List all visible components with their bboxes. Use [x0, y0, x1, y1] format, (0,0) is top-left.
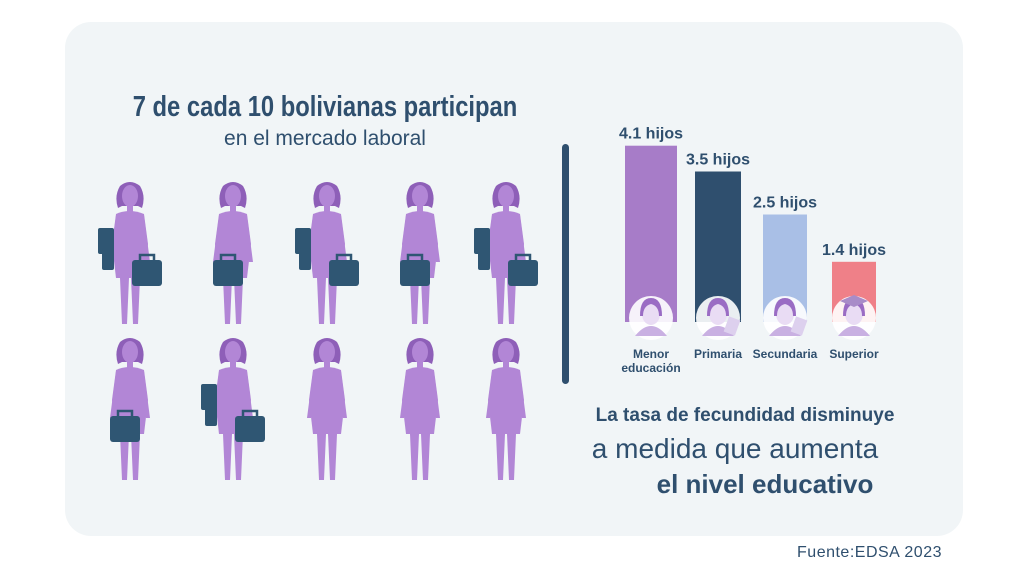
title: 7 de cada 10 bolivianas participan — [132, 91, 518, 123]
woman-figure-icon — [287, 336, 367, 486]
woman-figure-icon — [287, 180, 367, 330]
briefcase-icon — [235, 409, 265, 442]
category-label: Superior — [829, 347, 879, 361]
briefcase-icon — [400, 253, 430, 286]
woman-figure-icon — [193, 336, 273, 486]
category-label: Primaria — [694, 347, 742, 361]
woman-diploma-icon — [763, 296, 808, 340]
data-label: 3.5 hijos — [686, 152, 750, 169]
shoulder-bag-icon — [295, 228, 311, 270]
woman-figure-icon — [380, 336, 460, 486]
woman-figure-icon — [193, 180, 273, 330]
woman-book-icon — [696, 296, 741, 340]
briefcase-icon — [329, 253, 359, 286]
woman-figure-icon — [90, 180, 170, 330]
data-label: 1.4 hijos — [822, 242, 886, 259]
briefcase-icon — [110, 409, 140, 442]
statement-line-3: el nivel educativo — [656, 469, 874, 499]
briefcase-icon — [132, 253, 162, 286]
woman-figure-icon — [380, 180, 460, 330]
subtitle: en el mercado laboral — [224, 127, 426, 150]
graduate-icon — [832, 295, 876, 340]
shoulder-bag-icon — [201, 384, 217, 426]
woman-icon — [629, 296, 673, 340]
statement-line-2: a medida que aumenta — [591, 433, 879, 464]
category-label: educación — [621, 361, 680, 375]
shoulder-bag-icon — [98, 228, 114, 270]
woman-figure-icon — [466, 336, 546, 486]
divider — [562, 144, 569, 384]
briefcase-icon — [508, 253, 538, 286]
source: Fuente:EDSA 2023 — [797, 544, 942, 561]
woman-figure-icon — [466, 180, 546, 330]
shoulder-bag-icon — [474, 228, 490, 270]
category-label: Menor — [633, 347, 669, 361]
data-label: 4.1 hijos — [619, 126, 683, 143]
woman-figure-icon — [90, 336, 170, 486]
briefcase-icon — [213, 253, 243, 286]
statement-line-1: La tasa de fecundidad disminuye — [595, 405, 895, 426]
bar — [625, 145, 677, 322]
category-label: Secundaria — [753, 347, 818, 361]
data-label: 2.5 hijos — [753, 195, 817, 212]
